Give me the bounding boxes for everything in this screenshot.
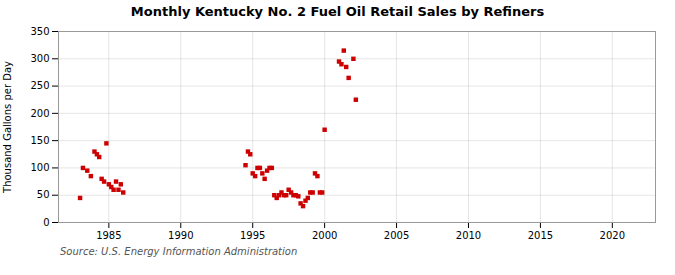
svg-text:150: 150 [30, 135, 49, 146]
svg-text:300: 300 [30, 53, 49, 64]
svg-text:1990: 1990 [168, 230, 193, 241]
svg-text:200: 200 [30, 108, 49, 119]
svg-text:0: 0 [43, 217, 49, 228]
svg-text:2020: 2020 [600, 230, 625, 241]
svg-text:2010: 2010 [456, 230, 481, 241]
svg-text:100: 100 [30, 162, 49, 173]
svg-text:350: 350 [30, 26, 49, 37]
svg-text:250: 250 [30, 80, 49, 91]
svg-text:50: 50 [37, 189, 50, 200]
svg-text:2015: 2015 [528, 230, 553, 241]
html-text:Monthly Kentucky No. 2 Fuel Oi: Monthly Kentucky No. 2 Fuel Oil Retail S… [130, 4, 545, 19]
svg-text:2005: 2005 [384, 230, 409, 241]
svg-text:2000: 2000 [312, 230, 337, 241]
svg-text:Thousand Gallons per Day: Thousand Gallons per Day [2, 61, 13, 194]
html-text:Source: U.S. Energy Informatio: Source: U.S. Energy Information Administ… [60, 246, 298, 257]
svg-text:1995: 1995 [240, 230, 265, 241]
svg-text:1985: 1985 [96, 230, 121, 241]
